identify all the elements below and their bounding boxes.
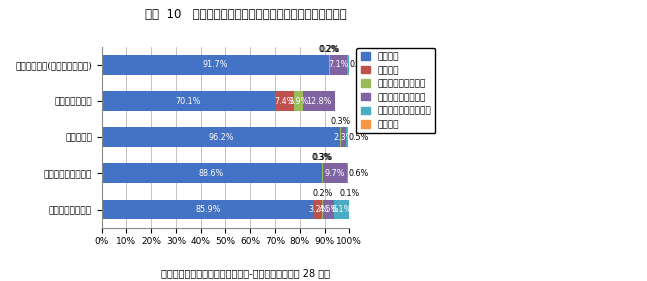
Bar — [275, 91, 294, 111]
Bar — [314, 200, 322, 219]
Text: 図表  10   販売形態別の年間商品販売額の割合（法人組織）: 図表 10 販売形態別の年間商品販売額の割合（法人組織） — [145, 8, 347, 21]
Text: 出典）経済産業省「経済センサス-活動調査」（平成 28 年）: 出典）経済産業省「経済センサス-活動調査」（平成 28 年） — [161, 268, 331, 278]
Text: 88.6%: 88.6% — [199, 169, 224, 178]
Text: 91.7%: 91.7% — [203, 60, 228, 69]
Text: 85.9%: 85.9% — [195, 205, 221, 214]
Text: 3.2%: 3.2% — [308, 205, 329, 214]
Text: 70.1%: 70.1% — [176, 97, 201, 106]
Text: 12.8%: 12.8% — [307, 97, 332, 106]
Text: 9.7%: 9.7% — [324, 169, 345, 178]
Text: 7.4%: 7.4% — [274, 97, 294, 106]
Text: 3.9%: 3.9% — [289, 97, 309, 106]
Text: 96.2%: 96.2% — [208, 133, 234, 142]
Text: 0.5%: 0.5% — [348, 133, 369, 142]
Text: 0.7%: 0.7% — [350, 60, 370, 69]
Bar — [102, 55, 329, 75]
Bar — [102, 91, 275, 111]
Text: 2.3%: 2.3% — [333, 133, 354, 142]
Bar — [321, 164, 322, 183]
Bar — [303, 91, 335, 111]
Bar — [294, 91, 303, 111]
Text: 0.1%: 0.1% — [339, 189, 359, 198]
Bar — [346, 127, 347, 147]
Text: 0.2%: 0.2% — [319, 45, 339, 54]
Bar — [347, 164, 348, 183]
Bar — [102, 127, 340, 147]
Bar — [347, 55, 349, 75]
Bar — [334, 200, 349, 219]
Text: 0.3%: 0.3% — [312, 153, 333, 162]
Text: 0.3%: 0.3% — [311, 153, 332, 162]
Text: 4.5%: 4.5% — [318, 205, 338, 214]
Text: 0.2%: 0.2% — [320, 45, 340, 54]
Bar — [340, 127, 341, 147]
Bar — [330, 55, 347, 75]
Text: 0.6%: 0.6% — [349, 169, 369, 178]
Text: 6.1%: 6.1% — [331, 205, 352, 214]
Bar — [102, 200, 314, 219]
Legend: 店頭販売, 訪問販売, 通信・カタログ販売, インターネット販売, 自動販売機による販売, その　他: 店頭販売, 訪問販売, 通信・カタログ販売, インターネット販売, 自動販売機に… — [356, 48, 435, 133]
Text: 0.3%: 0.3% — [330, 117, 351, 126]
Bar — [323, 164, 347, 183]
Bar — [102, 164, 321, 183]
Bar — [341, 127, 346, 147]
Bar — [322, 164, 323, 183]
Bar — [323, 200, 334, 219]
Text: 7.1%: 7.1% — [329, 60, 349, 69]
Text: 0.2%: 0.2% — [313, 189, 333, 198]
